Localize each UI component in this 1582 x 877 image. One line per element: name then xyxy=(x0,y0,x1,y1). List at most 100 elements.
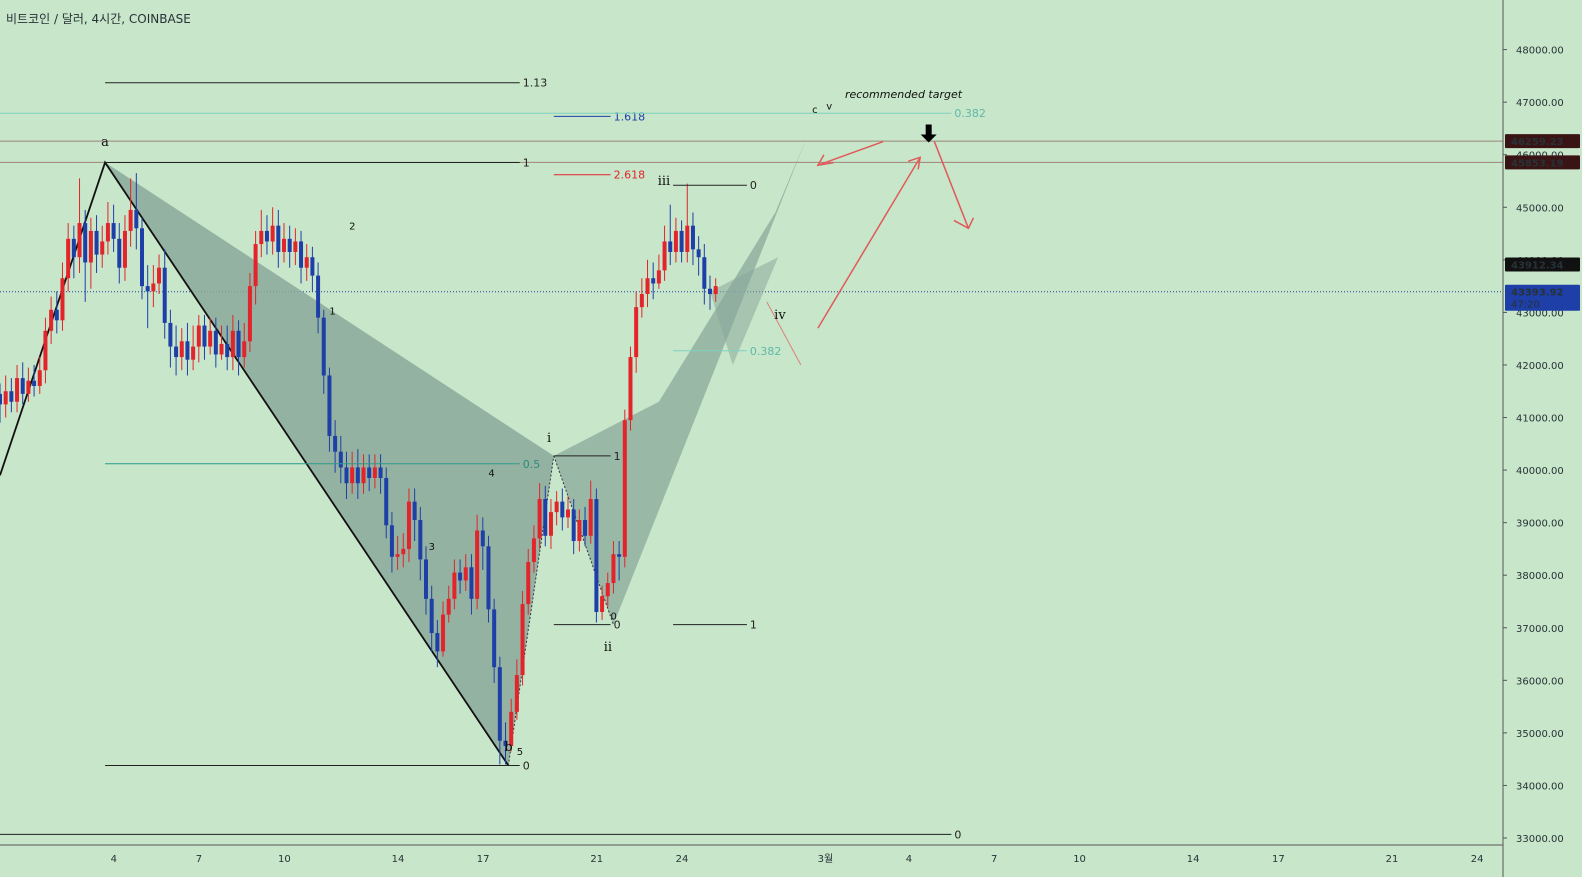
fib-level-label: 0.382 xyxy=(750,345,782,358)
candle-body xyxy=(645,278,650,295)
price-tag-label: 43912.34 xyxy=(1511,260,1564,271)
candle-body xyxy=(185,341,190,360)
candle-body xyxy=(122,230,127,268)
candle-body xyxy=(316,275,321,318)
y-tick-label: 45000.00 xyxy=(1516,203,1564,214)
candle-body xyxy=(622,420,627,557)
candle-body xyxy=(520,604,525,676)
candle-body xyxy=(588,498,593,536)
price-tag xyxy=(1505,155,1580,170)
candle-body xyxy=(594,498,599,612)
candle-body xyxy=(15,378,20,402)
candle-body xyxy=(662,241,667,271)
candle-body xyxy=(708,288,712,295)
x-tick-label: 7 xyxy=(196,854,202,865)
candle-body xyxy=(208,330,213,347)
x-tick-label: 3월 xyxy=(818,853,834,865)
candle-body xyxy=(503,740,508,747)
candle-body xyxy=(168,322,173,347)
candle-body xyxy=(191,346,196,360)
candle-body xyxy=(94,230,99,255)
candle-body xyxy=(361,467,366,484)
candle-body xyxy=(543,498,548,536)
candle-body xyxy=(514,675,519,712)
candle-body xyxy=(196,325,201,347)
x-tick-label: 10 xyxy=(1073,854,1086,865)
projection-arrow-head xyxy=(816,154,834,167)
y-tick-label: 35000.00 xyxy=(1516,729,1564,740)
candle-body xyxy=(60,278,65,321)
candle-body xyxy=(401,548,406,555)
candle-body xyxy=(344,467,349,484)
candle-body xyxy=(350,467,355,484)
wave-label-4: 4 xyxy=(488,468,494,479)
candle-body xyxy=(179,341,184,358)
candle-body xyxy=(424,559,428,599)
candle-body xyxy=(452,572,457,599)
fib-level-label: 0.382 xyxy=(954,107,986,120)
y-tick-label: 36000.00 xyxy=(1516,676,1564,687)
candle-body xyxy=(236,330,241,358)
projection-arrow-head xyxy=(953,217,975,230)
candle-body xyxy=(253,244,258,287)
candle-body xyxy=(49,309,54,331)
fib-level-label: 1 xyxy=(750,619,757,632)
candle-body xyxy=(571,509,576,542)
candle-body xyxy=(412,501,417,521)
x-tick-label: 4 xyxy=(111,854,117,865)
candle-body xyxy=(560,501,565,518)
candle-body xyxy=(526,562,531,605)
x-tick-label: 14 xyxy=(1187,854,1200,865)
projection-arrow-line xyxy=(817,156,921,329)
y-tick-label: 47000.00 xyxy=(1516,98,1564,109)
candle-body xyxy=(566,509,570,518)
candle-body xyxy=(509,711,514,747)
candle-body xyxy=(0,393,2,405)
candle-body xyxy=(276,225,281,252)
candle-body xyxy=(492,609,497,668)
fib-level-label: 0.5 xyxy=(523,458,541,471)
y-tick-label: 41000.00 xyxy=(1516,414,1564,425)
candle-body xyxy=(77,223,82,258)
candle-body xyxy=(140,228,144,287)
candle-body xyxy=(321,317,326,376)
candle-body xyxy=(531,538,536,563)
chart-symbol-title: 비트코인 / 달러, 4시간, COINBASE xyxy=(6,12,191,26)
candle-body xyxy=(384,477,389,526)
candle-body xyxy=(299,241,304,268)
wave-label-c: c xyxy=(812,105,818,116)
candle-body xyxy=(690,225,695,250)
candle-body xyxy=(475,530,480,599)
candle-body xyxy=(656,270,661,284)
candle-body xyxy=(174,346,179,358)
target-arrow-icon xyxy=(920,124,937,143)
price-tag xyxy=(1505,257,1580,272)
candle-body xyxy=(418,520,423,560)
candle-body xyxy=(651,278,656,284)
candle-body xyxy=(230,330,235,358)
candle-body xyxy=(583,520,588,536)
projection-triangle xyxy=(710,257,779,365)
candle-body xyxy=(480,530,485,547)
candle-body xyxy=(395,554,400,557)
wave-label-0: 0 xyxy=(610,611,616,622)
candle-body xyxy=(105,223,110,242)
y-tick-label: 37000.00 xyxy=(1516,624,1564,635)
candle-body xyxy=(685,225,690,252)
candle-body xyxy=(372,467,377,478)
candle-body xyxy=(3,391,8,405)
candle-body xyxy=(679,230,684,252)
x-tick-label: 21 xyxy=(590,854,603,865)
candle-body xyxy=(304,257,309,268)
price-axis[interactable] xyxy=(1503,0,1582,877)
x-tick-label: 14 xyxy=(392,854,405,865)
price-tag xyxy=(1505,134,1580,149)
annotation-recommended-target: recommended target xyxy=(845,88,963,101)
candle-body xyxy=(367,467,372,478)
candle-body xyxy=(247,286,252,342)
x-tick-label: 17 xyxy=(1272,854,1285,865)
projection-arrow-line xyxy=(766,301,802,366)
candle-body xyxy=(88,230,93,263)
wave-label-iv: iv xyxy=(774,308,786,323)
